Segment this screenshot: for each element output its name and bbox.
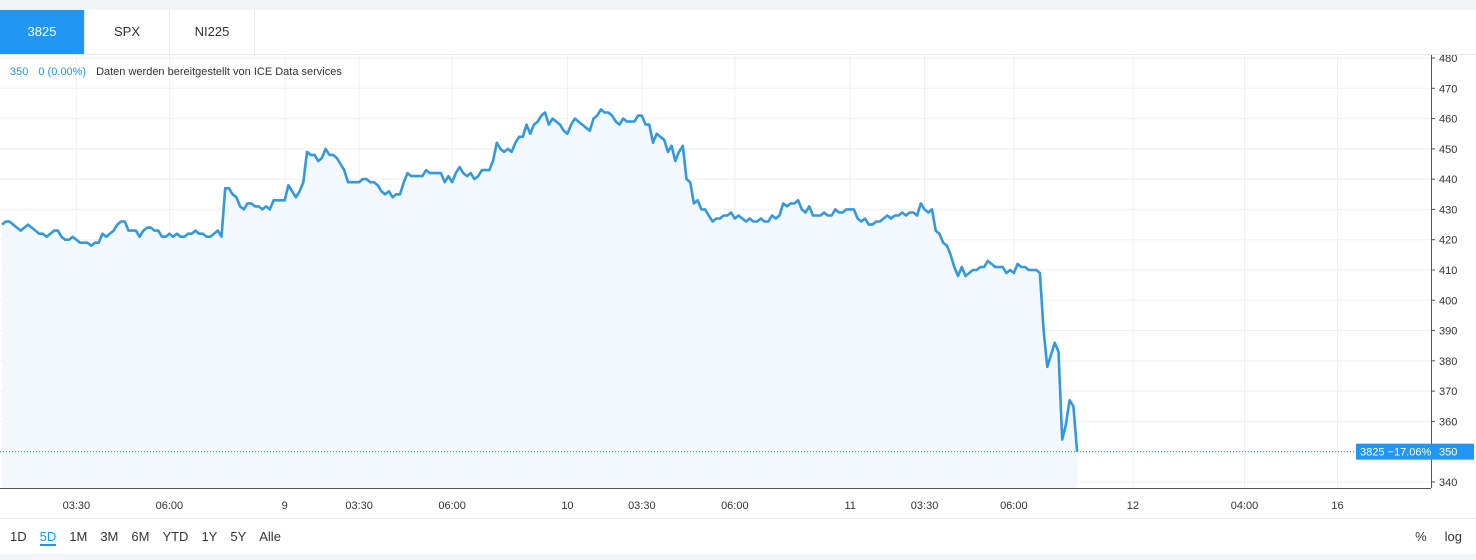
log-scale-toggle[interactable]: log	[1444, 529, 1462, 544]
price-label-box	[1356, 443, 1432, 460]
percent-scale-toggle[interactable]: %	[1415, 529, 1427, 544]
range-5y[interactable]: 5Y	[230, 529, 247, 544]
y-tick-label: 460	[1439, 114, 1457, 126]
scale-controls: % log	[1415, 529, 1462, 544]
chart-legend: 350 0 (0.00%) Daten werden bereitgestell…	[10, 66, 342, 78]
series-area	[2, 109, 1078, 488]
x-tick-label: 06:00	[156, 500, 184, 512]
y-tick-label: 370	[1439, 386, 1457, 398]
range-5d[interactable]: 5D	[39, 529, 57, 546]
x-tick-label: 03:30	[628, 500, 656, 512]
series-points	[1, 109, 1078, 452]
bottom-strip	[0, 554, 1476, 560]
x-tick-label: 11	[844, 500, 855, 512]
y-tick-label: 400	[1439, 295, 1457, 307]
y-tick-label: 470	[1439, 83, 1457, 95]
x-tick-label: 12	[1127, 500, 1139, 512]
x-tick-label: 9	[282, 500, 288, 512]
range-1y[interactable]: 1Y	[201, 529, 218, 544]
symbol-tabs: 3825 SPX NI225	[0, 10, 255, 54]
y-tick-label: 380	[1439, 356, 1457, 368]
range-1d[interactable]: 1D	[10, 529, 27, 544]
x-tick-label: 04:00	[1231, 500, 1259, 512]
legend-source: Daten werden bereitgestellt von ICE Data…	[96, 66, 342, 78]
y-tick-label: 450	[1439, 144, 1457, 156]
range-ytd[interactable]: YTD	[162, 529, 189, 544]
tab-spx[interactable]: SPX	[85, 10, 170, 54]
tab-ni225[interactable]: NI225	[170, 10, 255, 54]
y-tick-label: 480	[1439, 55, 1457, 65]
x-tick-label: 06:00	[438, 500, 466, 512]
x-tick-label: 06:00	[1000, 500, 1028, 512]
y-tick-label: 420	[1439, 235, 1457, 247]
price-chart[interactable]: 340 350 360 370 380 390 400 410 420 430 440 450 460 4…	[0, 55, 1476, 518]
range-selector: 1D 5D 1M 3M 6M YTD 1Y 5Y Alle	[10, 529, 294, 546]
range-1m[interactable]: 1M	[69, 529, 88, 544]
axis-price-label: 350	[1439, 447, 1457, 459]
x-tick-label: 03:30	[345, 500, 373, 512]
range-6m[interactable]: 6M	[131, 529, 150, 544]
range-3m[interactable]: 3M	[100, 529, 119, 544]
y-tick-label: 410	[1439, 265, 1457, 277]
x-tick-label: 06:00	[721, 500, 749, 512]
bottom-toolbar: 1D 5D 1M 3M 6M YTD 1Y 5Y Alle % log	[0, 518, 1476, 555]
x-tick-label: 10	[561, 500, 573, 512]
y-tick-label: 340	[1439, 477, 1457, 489]
price-label-text: 3825 −17.06%	[1360, 447, 1431, 459]
axis-price-box	[1432, 443, 1474, 460]
series-line	[1, 108, 1079, 452]
y-tick-label: 440	[1439, 174, 1457, 186]
y-tick-label: 390	[1439, 326, 1457, 338]
x-tick-label: 03:30	[63, 500, 91, 512]
tab-3825[interactable]: 3825	[0, 10, 85, 54]
tabs-divider	[0, 54, 1476, 55]
x-tick-label: 03:30	[911, 500, 939, 512]
legend-change: 0 (0.00%)	[38, 66, 87, 78]
x-tick-label: 16	[1331, 500, 1343, 512]
y-tick-label: 430	[1439, 204, 1457, 216]
y-tick-label: 360	[1439, 416, 1457, 428]
top-strip	[0, 0, 1476, 10]
legend-value: 350	[10, 66, 29, 78]
range-all[interactable]: Alle	[259, 529, 281, 544]
